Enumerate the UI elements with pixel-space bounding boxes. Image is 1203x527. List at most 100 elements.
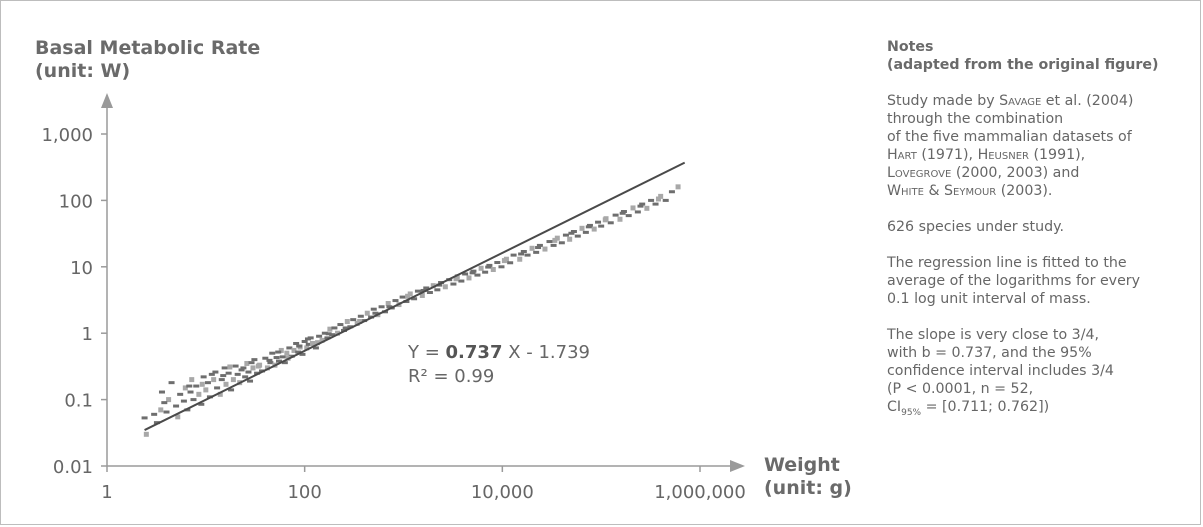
data-point [278, 347, 284, 353]
data-point [196, 391, 202, 397]
notes-title: Notes (adapted from the original figure) [887, 38, 1192, 74]
data-point [262, 356, 269, 360]
data-point [342, 326, 349, 330]
data-point [634, 210, 641, 214]
y-axis-arrow [101, 93, 113, 108]
data-point [203, 387, 209, 393]
data-point [364, 310, 370, 316]
data-point [315, 340, 321, 346]
notes-text: The slope is very close to 3/4, [887, 327, 1100, 343]
data-point [507, 261, 514, 265]
data-point [602, 217, 608, 223]
data-point [357, 314, 364, 318]
data-point [163, 410, 170, 414]
x-tick-label: 100 [287, 482, 321, 503]
data-point [173, 404, 180, 408]
data-point [198, 402, 205, 406]
notes-text: = [0.711; 0.762]) [921, 399, 1050, 415]
data-point [141, 416, 148, 420]
data-point [510, 253, 517, 257]
data-point [255, 363, 261, 369]
regression-line [144, 161, 686, 431]
regression-equation: Y = 0.737 X - 1.739 R² = 0.99 [408, 341, 590, 389]
data-point [266, 358, 273, 362]
author-lovegrove: Lovegrove [887, 165, 952, 181]
data-point [411, 297, 418, 301]
data-point [405, 293, 411, 299]
notes-text: (P < 0.0001, n = 52, [887, 381, 1034, 397]
data-point [552, 237, 558, 243]
notes-slope-paragraph: The slope is very close to 3/4, with b =… [887, 326, 1192, 422]
data-point [620, 210, 627, 214]
regression-line-group [144, 161, 686, 431]
data-point [296, 344, 303, 348]
data-point [166, 397, 172, 403]
data-point [190, 398, 197, 402]
data-point [286, 346, 293, 350]
data-point [378, 305, 385, 309]
y-tick-label: 10 [70, 258, 93, 279]
notes-text: The regression line is fitted to the [887, 255, 1127, 271]
data-point [273, 356, 280, 360]
data-point [327, 326, 333, 332]
data-point [325, 332, 332, 336]
x-tick-label: 10,000 [471, 482, 534, 503]
data-point [662, 198, 669, 202]
data-point [279, 355, 286, 359]
data-point [242, 375, 249, 379]
data-point [407, 291, 413, 297]
ci-label: CI [887, 399, 902, 415]
notes-title-line2: (adapted from the original figure) [887, 57, 1159, 73]
data-point [469, 271, 476, 275]
data-point [462, 272, 469, 276]
data-point [485, 265, 492, 269]
author-hart: Hart [887, 147, 917, 163]
data-point [335, 330, 341, 336]
data-point [585, 225, 592, 229]
data-point [453, 276, 459, 282]
ci-subscript: 95% [901, 407, 922, 418]
data-point [574, 234, 581, 238]
data-point [458, 279, 465, 283]
y-tick-label: 0.01 [53, 457, 93, 478]
y-tick-label: 0.1 [64, 391, 93, 412]
data-point [612, 213, 619, 217]
data-point [228, 388, 235, 392]
data-point [619, 211, 626, 215]
data-point [372, 311, 379, 315]
data-point [276, 359, 283, 363]
data-point [158, 390, 165, 394]
axes [101, 93, 745, 472]
data-point [221, 366, 228, 370]
data-point [582, 230, 589, 234]
data-point [193, 384, 200, 388]
y-axis-title: Basal Metabolic Rate (unit: W) [35, 37, 260, 83]
data-point [316, 334, 323, 338]
data-point [570, 230, 577, 234]
data-point [426, 291, 433, 295]
scatter-plot: 0.01 0.1 1 10 100 1,000 1 100 10,000 1,000,000 [41, 93, 746, 503]
y-tick-label: 1 [82, 324, 93, 345]
data-point [177, 392, 184, 396]
data-point [248, 361, 255, 365]
x-tick-label: 1 [101, 482, 112, 503]
data-point [494, 261, 501, 265]
data-point [370, 307, 377, 311]
data-point [524, 253, 531, 257]
notes-text: of the five mammalian datasets of [887, 129, 1132, 145]
data-point [607, 221, 614, 225]
data-point [652, 202, 659, 206]
x-axis-title-line1: Weight [764, 454, 840, 476]
data-point [275, 350, 282, 354]
data-point [291, 347, 297, 353]
data-point [385, 301, 391, 307]
data-point [579, 225, 585, 231]
data-point [254, 371, 261, 375]
data-point [247, 379, 254, 383]
data-point [212, 370, 219, 374]
notes-study-paragraph: Study made by Savage et al. (2004) throu… [887, 92, 1192, 200]
data-point [392, 299, 399, 303]
notes-text: (1971), [916, 147, 978, 163]
data-point [482, 270, 489, 274]
data-point [399, 295, 406, 299]
